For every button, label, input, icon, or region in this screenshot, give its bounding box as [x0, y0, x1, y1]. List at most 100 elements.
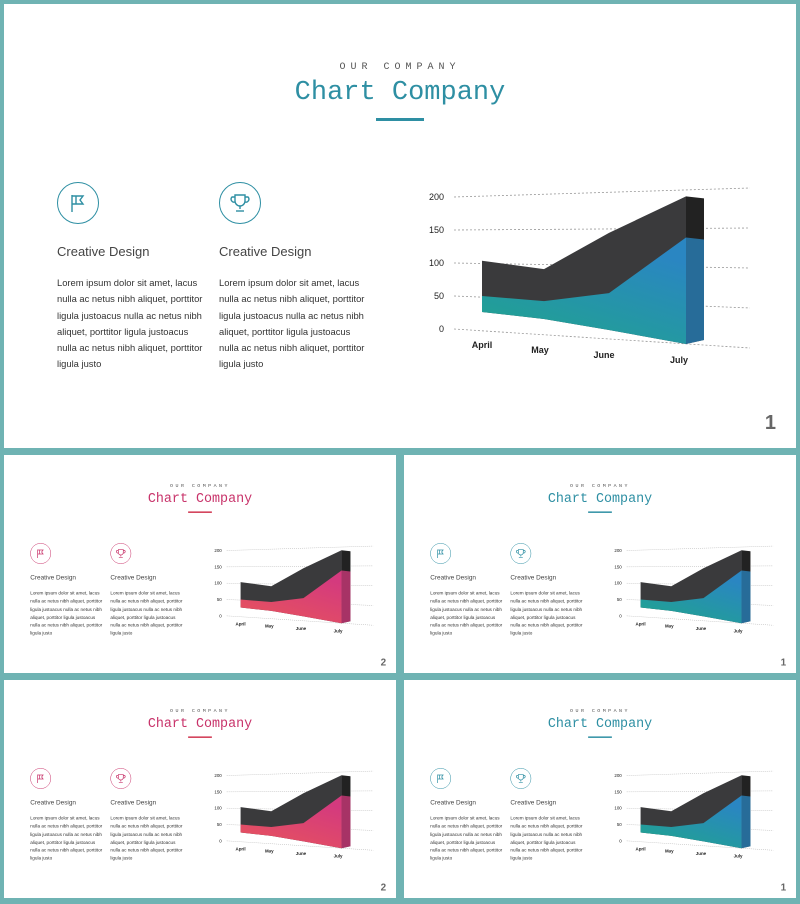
slide-content: OUR COMPANY Chart Company Creative Design L… — [4, 455, 396, 673]
y-tick-label: 50 — [217, 822, 222, 827]
y-tick-label: 0 — [439, 324, 444, 334]
series-2-area — [240, 570, 342, 624]
series-2-area — [640, 570, 742, 624]
grid-line — [626, 790, 774, 793]
slide: OUR COMPANY Chart Company Creative Design L… — [4, 680, 396, 898]
x-tick-label: July — [734, 629, 743, 634]
flag-icon — [30, 768, 52, 789]
trophy-icon — [110, 768, 132, 789]
x-tick-label: July — [734, 854, 743, 859]
slide-title: Chart Company — [547, 491, 653, 507]
x-tick-label: July — [670, 355, 688, 365]
slide-kicker: OUR COMPANY — [570, 483, 630, 490]
feature-text: Lorem ipsum dolor sit amet, lacus nulla … — [110, 590, 183, 636]
slide: OUR COMPANY Chart Company Creative Design L… — [404, 455, 796, 673]
slide: OUR COMPANY Chart Company Creative Design L… — [404, 680, 796, 898]
slide-number: 1 — [780, 881, 787, 893]
feature-block: Creative Design Lorem ipsum dolor sit ame… — [510, 768, 584, 862]
x-tick-label: April — [636, 846, 646, 851]
feature-title: Creative Design — [219, 244, 312, 259]
grid-line — [226, 545, 374, 551]
grid-line — [226, 615, 374, 626]
grid-line — [226, 840, 374, 851]
series-2-area — [240, 795, 342, 849]
grid-line — [226, 770, 374, 776]
feature-text: Lorem ipsum dolor sit amet, lacus nulla … — [510, 590, 583, 636]
y-tick-label: 0 — [619, 613, 622, 618]
title-underline — [188, 511, 212, 513]
feature-text: Lorem ipsum dolor sit amet, lacus nulla … — [510, 815, 583, 861]
area-chart: 0 50 100 150 200 April May June July — [614, 770, 774, 859]
feature-text: Lorem ipsum dolor sit amet, lacus nulla … — [430, 815, 503, 861]
y-tick-label: 200 — [614, 773, 622, 778]
feature-block: Creative Design Lorem ipsum dolor sit ame… — [430, 543, 504, 637]
feature-title: Creative Design — [430, 573, 477, 582]
area-chart: 0 50 100 150 200 April May June July — [214, 770, 374, 859]
x-tick-label: July — [334, 854, 343, 859]
x-tick-label: May — [265, 624, 274, 629]
title-underline — [588, 736, 612, 738]
slide-kicker: OUR COMPANY — [170, 708, 230, 715]
y-tick-label: 100 — [614, 581, 622, 586]
slide-title: Chart Company — [147, 716, 253, 732]
feature-text: Lorem ipsum dolor sit amet, lacus nulla … — [57, 277, 203, 370]
y-tick-label: 100 — [214, 581, 222, 586]
series-2-area — [640, 795, 742, 849]
slide-content: OUR COMPANY Chart Company Creative Design L… — [4, 680, 396, 898]
y-tick-label: 50 — [617, 822, 622, 827]
y-tick-label: 150 — [429, 225, 444, 235]
y-tick-label: 200 — [214, 773, 222, 778]
grid-line — [453, 187, 751, 198]
area-chart: 0 50 100 150 200 April May June July — [614, 545, 774, 634]
slide-kicker: OUR COMPANY — [570, 708, 630, 715]
y-tick-label: 150 — [214, 564, 222, 569]
x-tick-label: April — [236, 621, 246, 626]
area-chart: 0 50 100 150 200 April May June July — [429, 187, 751, 365]
feature-text: Lorem ipsum dolor sit amet, lacus nulla … — [110, 815, 183, 861]
slide-title: Chart Company — [294, 78, 506, 108]
trophy-icon — [110, 543, 132, 564]
title-underline — [188, 736, 212, 738]
y-tick-label: 100 — [429, 258, 444, 268]
series-2-side — [741, 570, 751, 624]
x-tick-label: April — [236, 846, 246, 851]
trophy-icon — [510, 543, 532, 564]
flag-icon — [30, 543, 52, 564]
slide-kicker: OUR COMPANY — [170, 483, 230, 490]
x-tick-label: April — [636, 621, 646, 626]
x-tick-label: May — [531, 345, 549, 355]
grid-line — [453, 227, 751, 231]
feature-text: Lorem ipsum dolor sit amet, lacus nulla … — [219, 277, 365, 370]
y-tick-label: 0 — [219, 613, 222, 618]
feature-title: Creative Design — [30, 798, 77, 807]
slide: OUR COMPANY Chart Company Creative Design L… — [4, 455, 396, 673]
trophy-icon — [219, 182, 261, 224]
grid-line — [226, 565, 374, 568]
x-tick-label: June — [696, 626, 707, 631]
slide-number: 1 — [780, 656, 787, 668]
flag-icon — [430, 768, 452, 789]
grid-line — [626, 840, 774, 851]
slide-content: OUR COMPANY Chart Company Creative Design L… — [4, 4, 796, 448]
y-tick-label: 150 — [614, 789, 622, 794]
y-tick-label: 0 — [619, 838, 622, 843]
feature-text: Lorem ipsum dolor sit amet, lacus nulla … — [430, 590, 503, 636]
slide-number: 2 — [380, 656, 387, 668]
grid-line — [626, 770, 774, 776]
slide: OUR COMPANY Chart Company Creative Design L… — [4, 4, 796, 448]
series-2-side — [341, 795, 351, 849]
flag-icon — [57, 182, 99, 224]
series-2-area — [482, 237, 686, 344]
feature-text: Lorem ipsum dolor sit amet, lacus nulla … — [30, 590, 103, 636]
slide-title: Chart Company — [547, 716, 653, 732]
feature-text: Lorem ipsum dolor sit amet, lacus nulla … — [30, 815, 103, 861]
grid-line — [226, 790, 374, 793]
title-underline — [376, 118, 424, 121]
x-tick-label: April — [472, 340, 493, 350]
feature-block: Creative Design Lorem ipsum dolor sit ame… — [30, 768, 104, 862]
series-2-side — [341, 570, 351, 624]
feature-block: Creative Design Lorem ipsum dolor sit ame… — [219, 182, 369, 373]
x-tick-label: May — [665, 849, 674, 854]
slide-number: 1 — [764, 412, 776, 434]
title-underline — [588, 511, 612, 513]
